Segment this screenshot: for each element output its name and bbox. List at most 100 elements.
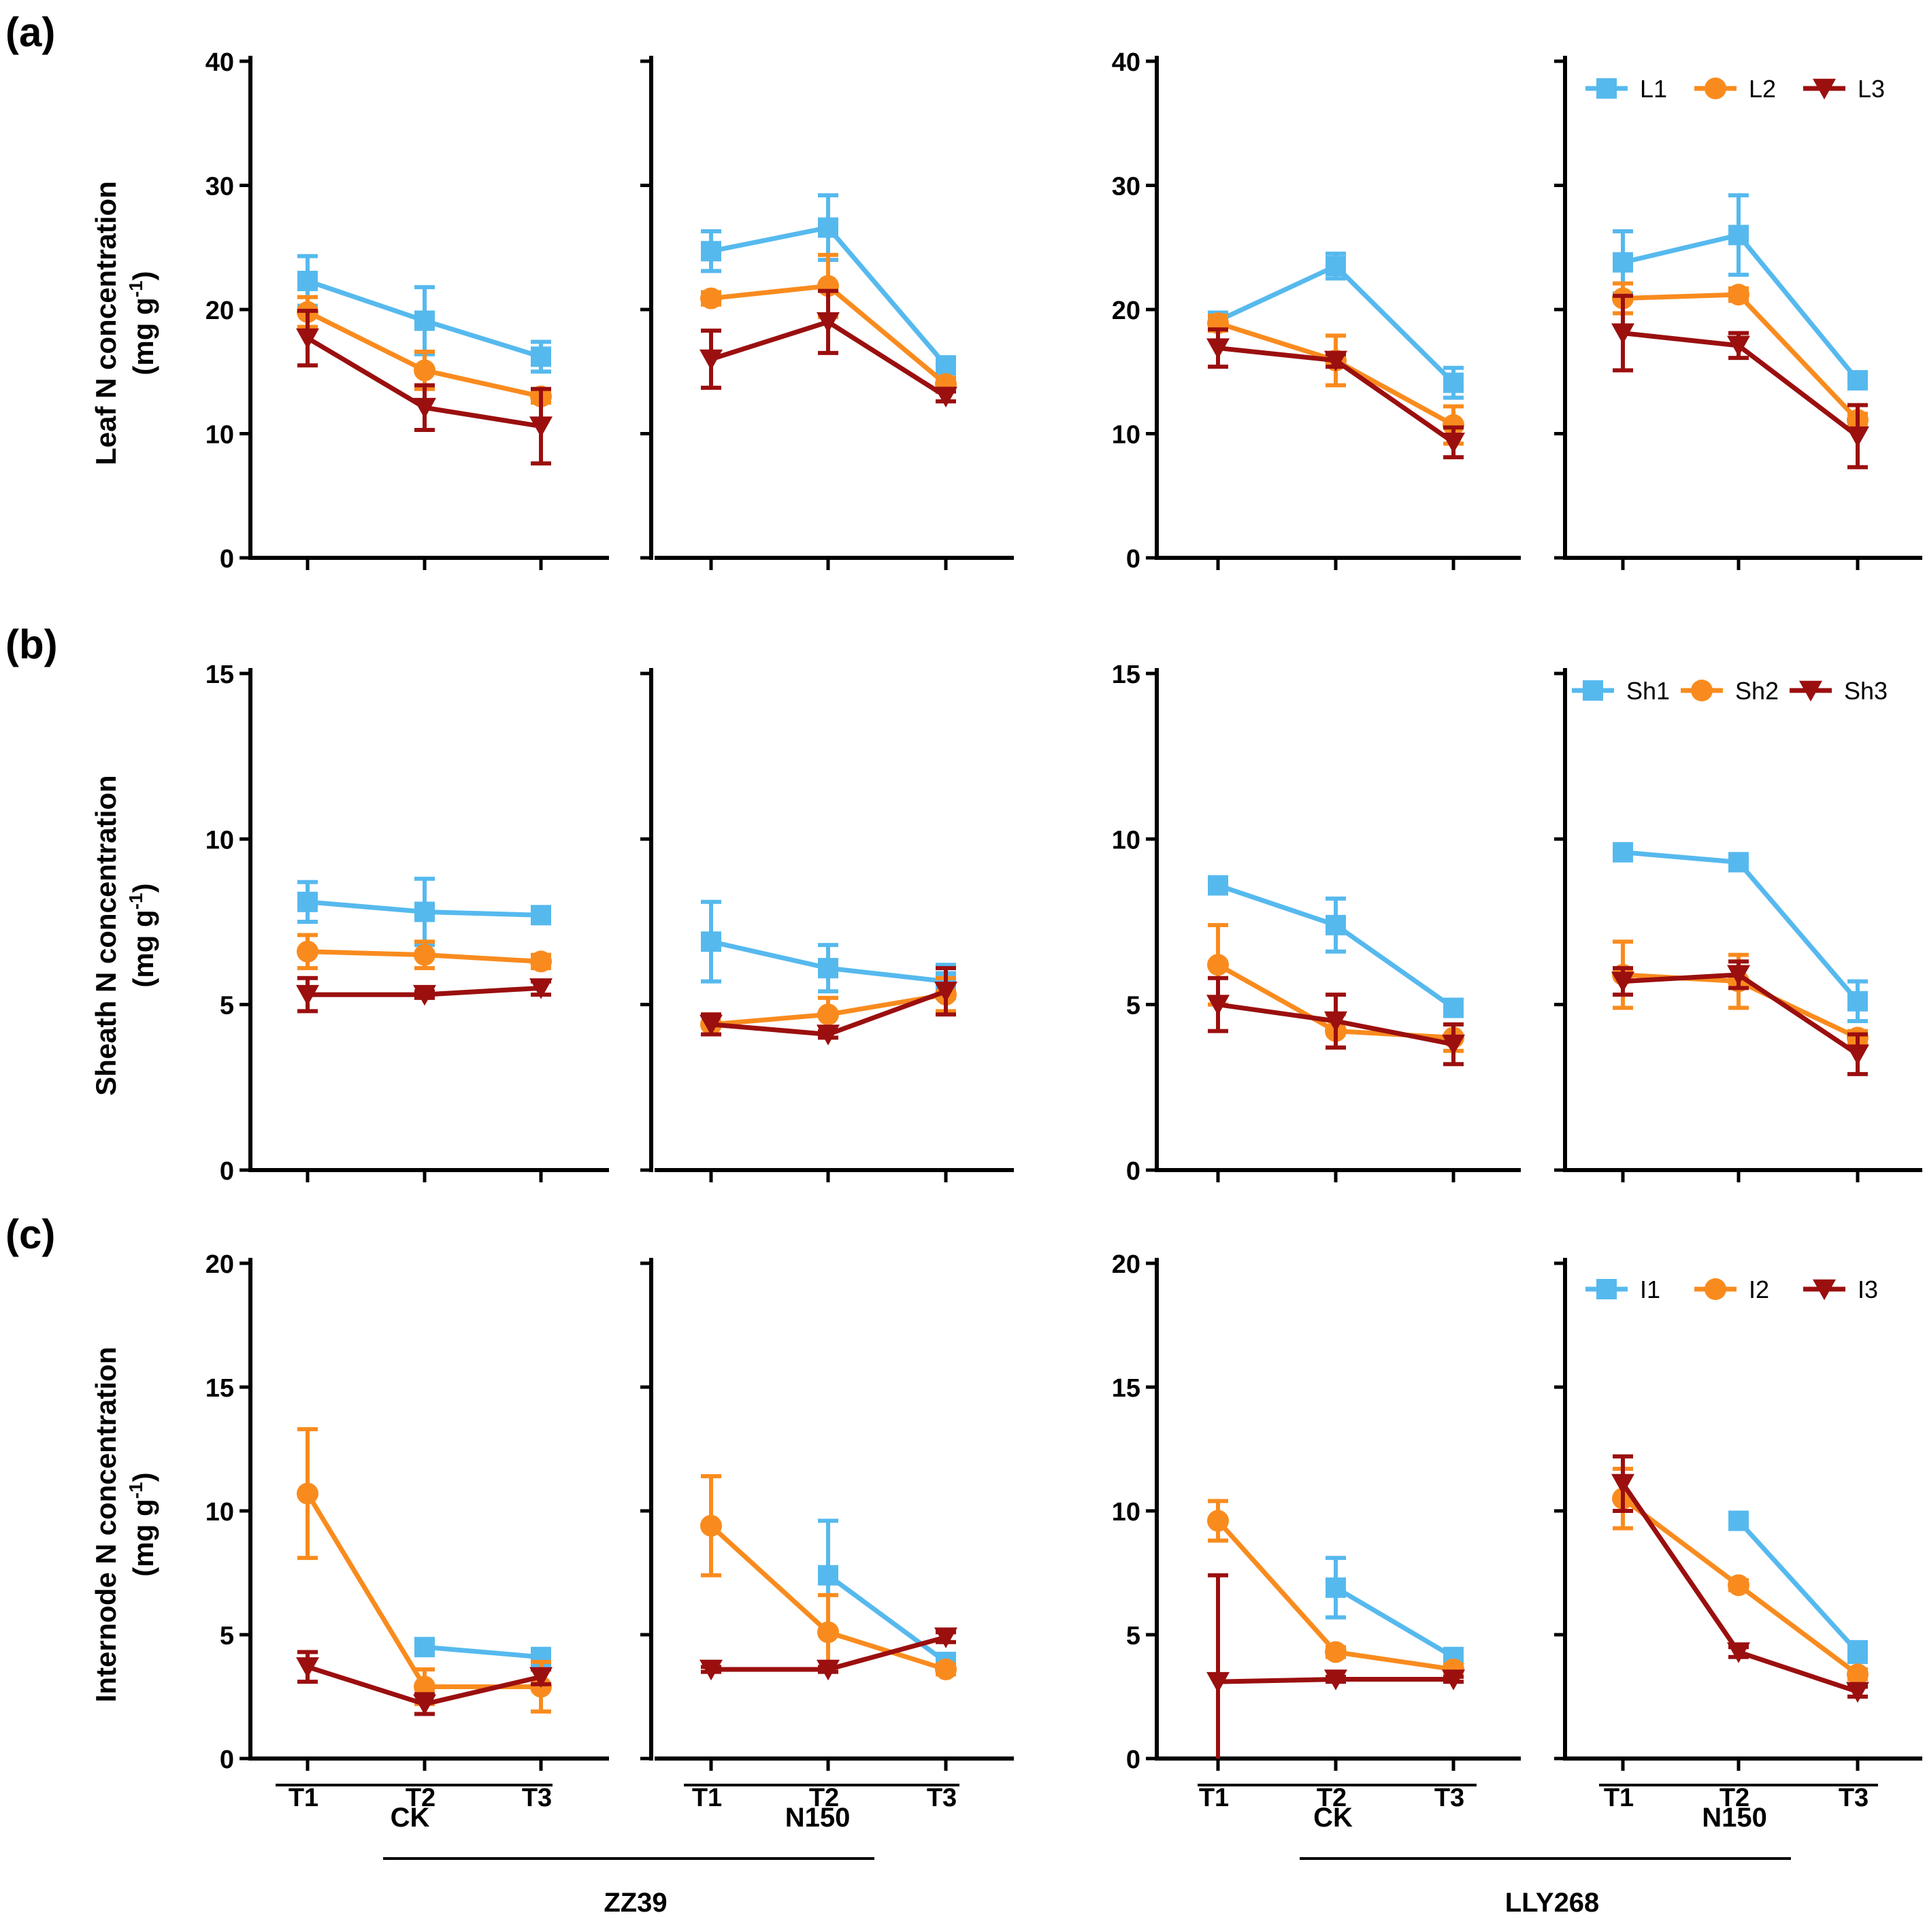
- y-axis-title-unit: (mg g: [127, 910, 159, 987]
- y-axis-title-close: ): [127, 883, 159, 893]
- y-axis-title-line1: Internode N concentration: [90, 1347, 122, 1703]
- data-point: [297, 892, 318, 912]
- y-tick-label: 15: [205, 1374, 234, 1403]
- data-point: [1846, 427, 1869, 448]
- panel-1: (b)Sheath N concentration (mg g-1)0510150…: [5, 622, 1922, 1186]
- data-point: [1207, 1510, 1229, 1532]
- y-tick-label: 20: [1112, 297, 1140, 325]
- series-L3: [1611, 296, 1869, 467]
- data-point: [818, 1565, 838, 1586]
- y-tick-label: 20: [205, 1250, 234, 1279]
- legend-marker: [1583, 680, 1603, 701]
- y-tick-label: 15: [1112, 661, 1140, 689]
- data-point: [1443, 998, 1464, 1018]
- legend-label: Sh1: [1626, 677, 1670, 705]
- subplot-3: [1554, 56, 1922, 570]
- y-axis-title-close: ): [127, 1472, 159, 1482]
- legend-marker: [1705, 1278, 1726, 1300]
- data-point: [530, 950, 552, 972]
- y-axis-title-unit: (mg g: [127, 297, 159, 375]
- y-tick-label: 10: [205, 826, 234, 854]
- figure: (a)Leaf N concentration (mg g-1)010203040…: [0, 0, 1925, 1932]
- series-Sh2: [1612, 942, 1869, 1048]
- subplot-0: 010203040: [205, 48, 609, 573]
- subplot-0: 05101520T1 T2 T3: [205, 1250, 609, 1812]
- legend-label: Sh2: [1735, 677, 1779, 705]
- x-tick-label: T3: [1434, 1784, 1464, 1812]
- cultivar-label: LLY268: [1505, 1888, 1600, 1918]
- data-point: [1728, 1574, 1749, 1596]
- series-L3: [700, 291, 957, 407]
- data-point: [700, 288, 722, 310]
- panel-label: (a): [5, 10, 55, 55]
- y-tick-label: 5: [1126, 1622, 1140, 1650]
- subplot-1: [640, 56, 1014, 570]
- y-tick-label: 10: [1112, 421, 1140, 450]
- y-tick-label: 30: [1112, 173, 1140, 201]
- data-point: [414, 359, 435, 381]
- data-point: [1728, 852, 1749, 872]
- data-point: [818, 958, 838, 978]
- series-Sh2: [297, 935, 552, 972]
- y-tick-label: 40: [1112, 48, 1140, 77]
- y-axis-title-unit: (mg g: [127, 1499, 159, 1576]
- data-point: [700, 350, 723, 371]
- data-point: [1728, 284, 1749, 305]
- data-point: [1613, 842, 1633, 863]
- data-point: [1846, 1682, 1869, 1703]
- data-point: [1847, 991, 1868, 1012]
- treatment-label: N150: [1702, 1803, 1767, 1833]
- y-axis-title-line1: Leaf N concentration: [90, 181, 122, 465]
- data-point: [1728, 1511, 1749, 1531]
- data-point: [701, 241, 721, 261]
- x-tick-label: T1: [289, 1784, 318, 1812]
- x-tick-label: T1: [1604, 1784, 1634, 1812]
- y-axis-title-superscript: -1: [125, 893, 146, 910]
- y-axis-title-superscript: -1: [125, 1482, 146, 1499]
- legend-marker: [1596, 78, 1617, 99]
- y-tick-label: 40: [205, 48, 234, 77]
- subplot-0: 051015: [205, 661, 609, 1186]
- data-point: [934, 387, 957, 408]
- y-axis-title-close: ): [127, 271, 159, 280]
- data-point: [1325, 1641, 1347, 1663]
- y-tick-label: 0: [220, 1746, 234, 1774]
- data-point: [1326, 1578, 1346, 1598]
- x-tick-label: T3: [927, 1784, 957, 1812]
- y-tick-label: 20: [1112, 1250, 1140, 1279]
- data-point: [1613, 252, 1633, 273]
- data-point: [817, 1003, 839, 1025]
- data-point: [297, 1483, 318, 1505]
- y-tick-label: 5: [220, 1622, 234, 1650]
- y-tick-label: 10: [1112, 1498, 1140, 1527]
- legend: I1 I2 I3: [1585, 1276, 1878, 1303]
- panel-label: (c): [5, 1212, 55, 1257]
- y-tick-label: 30: [205, 173, 234, 201]
- y-tick-label: 0: [1126, 545, 1140, 573]
- subplot-1: [640, 668, 1014, 1182]
- data-point: [818, 218, 838, 238]
- y-tick-label: 0: [220, 1157, 234, 1186]
- y-tick-label: 5: [220, 992, 234, 1020]
- legend-marker: [1705, 78, 1726, 99]
- data-point: [936, 355, 956, 376]
- data-point: [935, 1659, 957, 1680]
- data-point: [1326, 256, 1346, 276]
- y-tick-label: 0: [1126, 1746, 1140, 1774]
- y-axis-title: Leaf N concentration (mg g-1): [90, 181, 159, 465]
- y-tick-label: 0: [220, 545, 234, 573]
- data-point: [1326, 915, 1346, 935]
- treatment-label: N150: [785, 1803, 851, 1833]
- subplot-3: T1 T2 T3: [1554, 1258, 1922, 1812]
- legend-label: I1: [1640, 1276, 1660, 1303]
- y-axis-title: Sheath N concentration (mg g-1): [90, 775, 159, 1095]
- data-point: [817, 1621, 839, 1643]
- legend-marker: [1596, 1279, 1617, 1299]
- data-point: [1208, 875, 1228, 895]
- subplot-1: T1 T2 T3: [640, 1258, 1014, 1812]
- data-point: [414, 1637, 435, 1657]
- data-point: [414, 310, 435, 331]
- data-point: [414, 901, 435, 922]
- data-point: [1207, 954, 1229, 976]
- treatment-label: CK: [391, 1803, 430, 1833]
